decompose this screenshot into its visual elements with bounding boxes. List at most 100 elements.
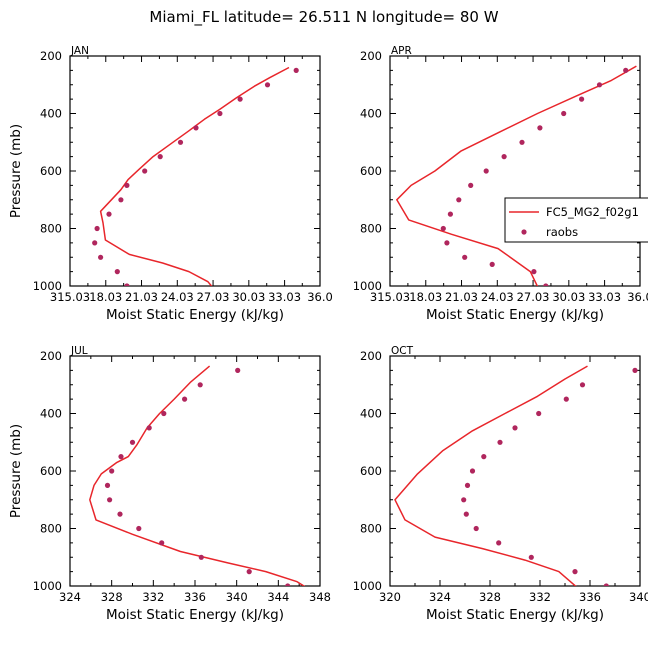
legend-marker-swatch: [521, 229, 527, 235]
panel-label: APR: [391, 45, 412, 57]
raobs-point: [561, 110, 567, 117]
raobs-point: [193, 125, 199, 131]
raobs-point: [104, 482, 111, 488]
raobs-point: [623, 67, 629, 73]
plot-frame: [389, 55, 641, 287]
raobs-point: [512, 425, 518, 431]
x-tick-label: 315.03: [50, 290, 90, 304]
y-tick-label: 800: [40, 222, 62, 236]
raobs-point: [579, 382, 586, 388]
raobs-point: [142, 168, 148, 174]
raobs-point: [246, 569, 252, 575]
raobs-point: [473, 525, 479, 532]
raobs-point: [92, 240, 98, 246]
series-line-model: [394, 365, 588, 586]
x-tick-label: 24.03: [161, 290, 194, 304]
x-tick-label: 315.03: [370, 290, 410, 304]
raobs-point: [161, 410, 167, 417]
raobs-point: [579, 96, 585, 102]
series-line-model: [396, 65, 637, 286]
x-tick-label: 332: [142, 590, 164, 604]
raobs-point: [543, 283, 549, 286]
y-tick-label: 200: [360, 349, 382, 363]
y-tick-label: 600: [40, 464, 62, 478]
x-tick-label: 18.03: [89, 290, 122, 304]
x-tick-label: 344: [267, 590, 289, 604]
raobs-point: [235, 367, 241, 373]
raobs-point: [528, 554, 534, 560]
raobs-point: [531, 269, 537, 275]
raobs-point: [106, 211, 112, 217]
x-tick-label: 30.03: [552, 290, 585, 304]
raobs-point: [118, 197, 124, 203]
x-tick-label: 340: [629, 590, 648, 604]
raobs-point: [483, 168, 489, 174]
raobs-point: [129, 439, 136, 445]
raobs-point: [519, 139, 525, 145]
y-tick-label: 800: [40, 522, 62, 536]
raobs-point: [177, 139, 184, 145]
legend-box: [504, 197, 648, 243]
raobs-point: [107, 497, 113, 503]
y-tick-label: 400: [40, 107, 62, 121]
x-tick-label: 27.03: [197, 290, 230, 304]
series-line-model: [99, 66, 290, 286]
data-area: [394, 365, 638, 586]
raobs-point: [563, 396, 569, 402]
raobs-point: [98, 254, 104, 260]
raobs-point: [217, 110, 223, 117]
x-tick-label: 328: [479, 590, 501, 604]
raobs-point: [462, 254, 468, 260]
x-tick-label: 30.03: [232, 290, 265, 304]
x-tick-label: 36.0: [307, 290, 333, 304]
x-axis-label: Moist Static Energy (kJ/kg): [426, 307, 604, 323]
y-tick-label: 1000: [353, 279, 382, 293]
x-tick-label: 27.03: [517, 290, 550, 304]
raobs-point: [496, 540, 502, 546]
y-tick-label: 1000: [33, 579, 62, 593]
x-tick-label: 21.03: [125, 290, 158, 304]
raobs-point: [118, 454, 124, 460]
y-axis-label: Pressure (mb): [8, 124, 24, 218]
raobs-point: [463, 511, 469, 517]
raobs-point: [146, 425, 152, 431]
raobs-point: [497, 439, 503, 445]
raobs-point: [464, 482, 471, 488]
raobs-point: [124, 182, 130, 188]
raobs-point: [109, 468, 115, 474]
figure-title: Miami_FL latitude= 26.511 N longitude= 8…: [149, 8, 498, 27]
raobs-point: [114, 269, 120, 275]
raobs-point: [596, 82, 603, 88]
x-tick-label: 324: [59, 590, 81, 604]
x-tick-label: 336: [579, 590, 601, 604]
raobs-point: [197, 382, 203, 388]
raobs-point: [237, 96, 243, 102]
raobs-point: [468, 182, 474, 188]
x-axis-label: Moist Static Energy (kJ/kg): [106, 607, 284, 623]
x-tick-label: 36.0: [627, 290, 648, 304]
y-tick-label: 1000: [33, 279, 62, 293]
panel-label: JUL: [70, 345, 88, 357]
x-tick-label: 320: [379, 590, 401, 604]
y-tick-label: 800: [360, 522, 382, 536]
y-tick-label: 400: [360, 407, 382, 421]
x-axis-label: Moist Static Energy (kJ/kg): [426, 607, 604, 623]
data-area: [92, 66, 299, 286]
y-tick-label: 600: [360, 464, 382, 478]
raobs-point: [444, 240, 450, 246]
x-tick-label: 24.03: [481, 290, 514, 304]
data-area: [396, 65, 637, 286]
y-tick-label: 800: [360, 222, 382, 236]
raobs-point: [124, 283, 130, 286]
y-axis-label: Pressure (mb): [8, 424, 24, 518]
y-tick-label: 600: [40, 164, 62, 178]
raobs-point: [198, 554, 204, 560]
raobs-point: [159, 540, 165, 546]
plot-frame: [69, 55, 321, 287]
raobs-point: [456, 197, 462, 203]
raobs-point: [603, 583, 609, 586]
